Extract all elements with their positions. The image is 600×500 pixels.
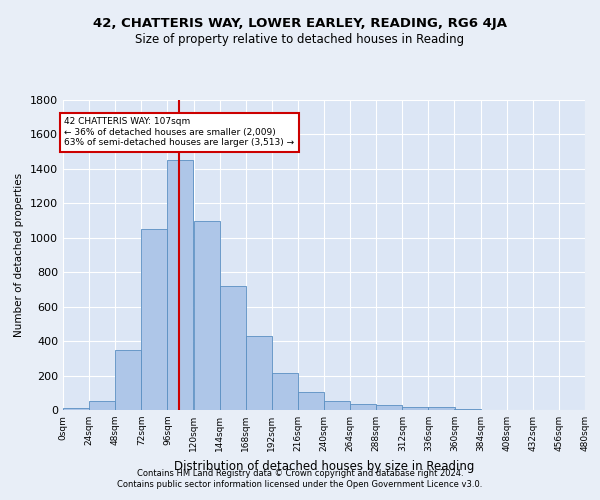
Bar [298,392,324,410]
X-axis label: Distribution of detached houses by size in Reading: Distribution of detached houses by size … [174,460,474,472]
Bar [63,408,89,410]
Bar [220,286,246,410]
Bar [455,409,481,410]
Bar [246,336,272,410]
Text: Size of property relative to detached houses in Reading: Size of property relative to detached ho… [136,32,464,46]
Bar [376,405,403,410]
Bar [193,220,220,410]
Text: 42 CHATTERIS WAY: 107sqm
← 36% of detached houses are smaller (2,009)
63% of sem: 42 CHATTERIS WAY: 107sqm ← 36% of detach… [64,117,294,147]
Bar [272,373,298,410]
Bar [324,402,350,410]
Bar [402,406,428,410]
Bar [350,404,376,410]
Text: Contains public sector information licensed under the Open Government Licence v3: Contains public sector information licen… [118,480,482,489]
Bar [115,350,142,410]
Bar [89,402,115,410]
Bar [167,160,193,410]
Bar [428,408,455,410]
Text: Contains HM Land Registry data © Crown copyright and database right 2024.: Contains HM Land Registry data © Crown c… [137,468,463,477]
Text: 42, CHATTERIS WAY, LOWER EARLEY, READING, RG6 4JA: 42, CHATTERIS WAY, LOWER EARLEY, READING… [93,18,507,30]
Y-axis label: Number of detached properties: Number of detached properties [14,173,25,337]
Bar [142,229,167,410]
